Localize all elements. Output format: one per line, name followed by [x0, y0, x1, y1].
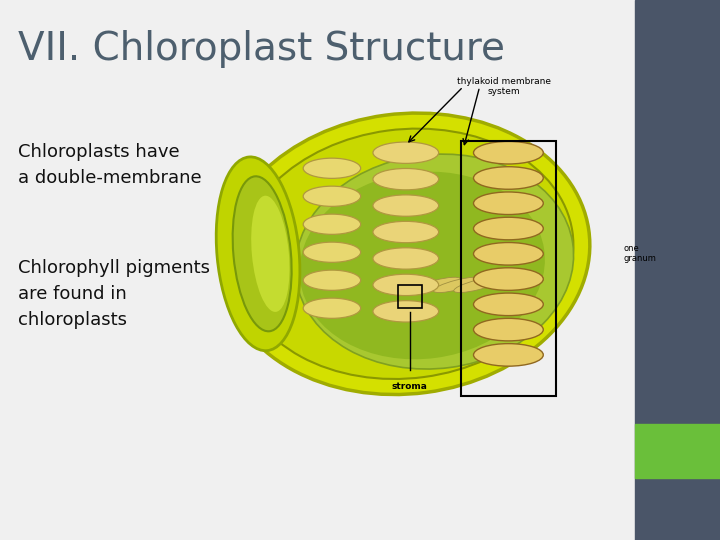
Ellipse shape: [373, 221, 438, 242]
Ellipse shape: [474, 343, 544, 366]
Ellipse shape: [251, 195, 289, 312]
Ellipse shape: [413, 277, 460, 293]
Ellipse shape: [474, 167, 544, 189]
Ellipse shape: [454, 277, 501, 293]
Ellipse shape: [433, 277, 481, 293]
Ellipse shape: [222, 113, 590, 395]
Ellipse shape: [303, 242, 361, 262]
Ellipse shape: [303, 158, 361, 178]
Ellipse shape: [474, 141, 544, 164]
Bar: [635, 0, 720, 540]
Ellipse shape: [474, 268, 544, 291]
Ellipse shape: [474, 217, 544, 240]
Bar: [635, 424, 720, 478]
Ellipse shape: [303, 298, 361, 319]
Text: Chloroplasts have
a double-membrane: Chloroplasts have a double-membrane: [18, 143, 202, 187]
Ellipse shape: [373, 142, 438, 164]
Ellipse shape: [474, 293, 544, 315]
Ellipse shape: [233, 176, 292, 332]
Bar: [462, 141, 556, 396]
Ellipse shape: [474, 319, 544, 341]
Ellipse shape: [373, 248, 438, 269]
Ellipse shape: [303, 270, 361, 291]
Ellipse shape: [303, 214, 361, 234]
Ellipse shape: [373, 168, 438, 190]
Text: thylakoid membrane
system: thylakoid membrane system: [457, 77, 552, 96]
Ellipse shape: [238, 129, 573, 379]
Ellipse shape: [373, 195, 438, 217]
Ellipse shape: [373, 301, 438, 322]
Ellipse shape: [373, 274, 438, 295]
Ellipse shape: [300, 172, 545, 359]
Text: stroma: stroma: [392, 382, 428, 391]
Text: VII. Chloroplast Structure: VII. Chloroplast Structure: [18, 30, 505, 68]
Ellipse shape: [474, 242, 544, 265]
Ellipse shape: [474, 192, 544, 214]
Ellipse shape: [295, 154, 574, 369]
Ellipse shape: [216, 157, 300, 350]
Ellipse shape: [303, 186, 361, 206]
Text: one
granum: one granum: [624, 244, 656, 264]
Text: Chlorophyll pigments
are found in
chloroplasts: Chlorophyll pigments are found in chloro…: [18, 259, 210, 329]
Bar: [397, 285, 422, 308]
